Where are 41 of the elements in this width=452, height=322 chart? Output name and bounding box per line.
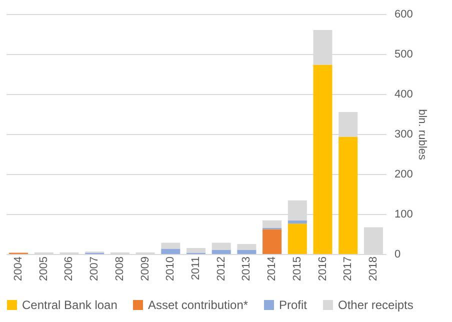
x-tick-label: 2013 — [240, 256, 253, 281]
bar — [262, 229, 282, 254]
y-tick-label: 400 — [394, 88, 413, 100]
x-tick-label: 2014 — [266, 256, 278, 281]
y-tick-label: 0 — [394, 248, 401, 260]
y-tick-label: 300 — [394, 128, 413, 140]
bar — [364, 227, 383, 254]
bar — [237, 250, 256, 254]
bar — [237, 244, 256, 250]
bar — [161, 248, 180, 254]
y-tick-label: 500 — [394, 48, 413, 60]
x-tick-label: 2005 — [38, 256, 50, 281]
legend-label: Profit — [279, 298, 308, 312]
y-axis-title: bln. rubles — [416, 109, 428, 160]
x-tick-label: 2004 — [12, 256, 25, 281]
x-tick-label: 2008 — [114, 256, 126, 281]
bar — [161, 242, 180, 249]
x-tick-label: 2006 — [63, 256, 76, 281]
x-tick-label: 2011 — [190, 256, 202, 280]
x-tick-label: 2015 — [291, 256, 304, 281]
legend-label: Central Bank loan — [22, 298, 118, 312]
x-tick-label: 2007 — [88, 256, 101, 281]
x-tick-label: 2009 — [139, 256, 152, 281]
y-tick-label: 100 — [394, 208, 413, 220]
y-tick-label: 200 — [394, 168, 413, 180]
x-tick-label: 2018 — [367, 256, 380, 281]
bar — [288, 224, 307, 254]
bar — [186, 248, 206, 253]
bar — [313, 64, 332, 254]
x-tick-label: 2016 — [316, 256, 329, 281]
legend-label: Other receipts — [338, 298, 414, 312]
bar — [288, 220, 307, 224]
x-tick-label: 2010 — [164, 256, 177, 281]
x-tick-label: 2017 — [342, 256, 354, 281]
bar — [212, 250, 231, 254]
y-tick-label: 600 — [394, 8, 413, 20]
legend-label: Asset contribution* — [148, 298, 248, 312]
bar — [338, 136, 358, 254]
x-tick-label: 2012 — [215, 256, 228, 281]
bar — [212, 242, 231, 250]
bar — [262, 220, 282, 228]
